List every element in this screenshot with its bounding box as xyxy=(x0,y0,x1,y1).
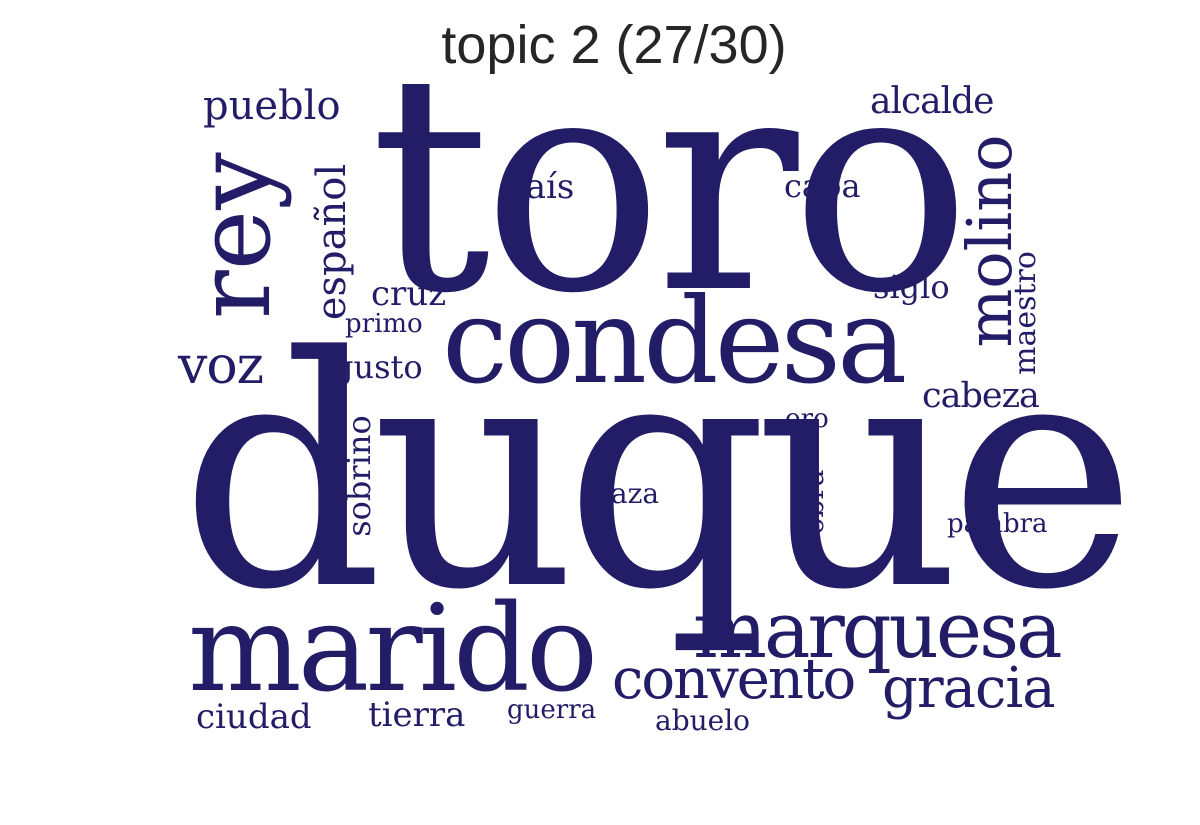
word-maestro: maestro xyxy=(1008,251,1043,375)
word-cabeza: cabeza xyxy=(922,376,1040,416)
word-tierra: tierra xyxy=(368,695,466,735)
word-siglo: siglo xyxy=(873,268,950,306)
word-gusto: gusto xyxy=(333,348,423,386)
word-sobrino: sobrino xyxy=(340,415,378,537)
word-duque: duque xyxy=(180,289,1137,659)
word-marquesa: marquesa xyxy=(693,586,1063,676)
word-abuelo: abuelo xyxy=(655,704,751,737)
word-toro: toro xyxy=(370,10,971,359)
word-palabra: palabra xyxy=(947,509,1048,539)
word-pueblo: pueblo xyxy=(203,83,341,129)
word-plaza: plaza xyxy=(584,477,660,510)
word-voz: voz xyxy=(178,336,264,396)
figure-title: topic 2 (27/30) xyxy=(441,15,787,75)
word-pais: país xyxy=(504,167,575,207)
word-rey: rey xyxy=(175,152,294,319)
word-alcalde: alcalde xyxy=(870,81,994,122)
word-gracia: gracia xyxy=(882,656,1056,721)
word-condesa: condesa xyxy=(442,272,907,410)
word-oro: oro xyxy=(785,404,829,434)
word-primo: primo xyxy=(345,309,423,339)
word-guerra: guerra xyxy=(507,695,597,725)
word-convento: convento xyxy=(612,647,856,712)
word-obra: obra xyxy=(797,469,830,535)
word-cruz: cruz xyxy=(371,274,447,314)
word-marido: marido xyxy=(188,580,598,719)
word-ciudad: ciudad xyxy=(196,697,312,737)
word-capa: capa xyxy=(784,167,861,205)
